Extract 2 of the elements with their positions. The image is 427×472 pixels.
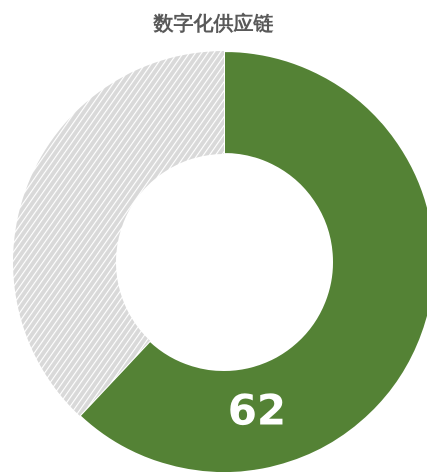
chart-title: 数字化供应链 [152,11,274,35]
data-label: 62 [228,385,286,434]
